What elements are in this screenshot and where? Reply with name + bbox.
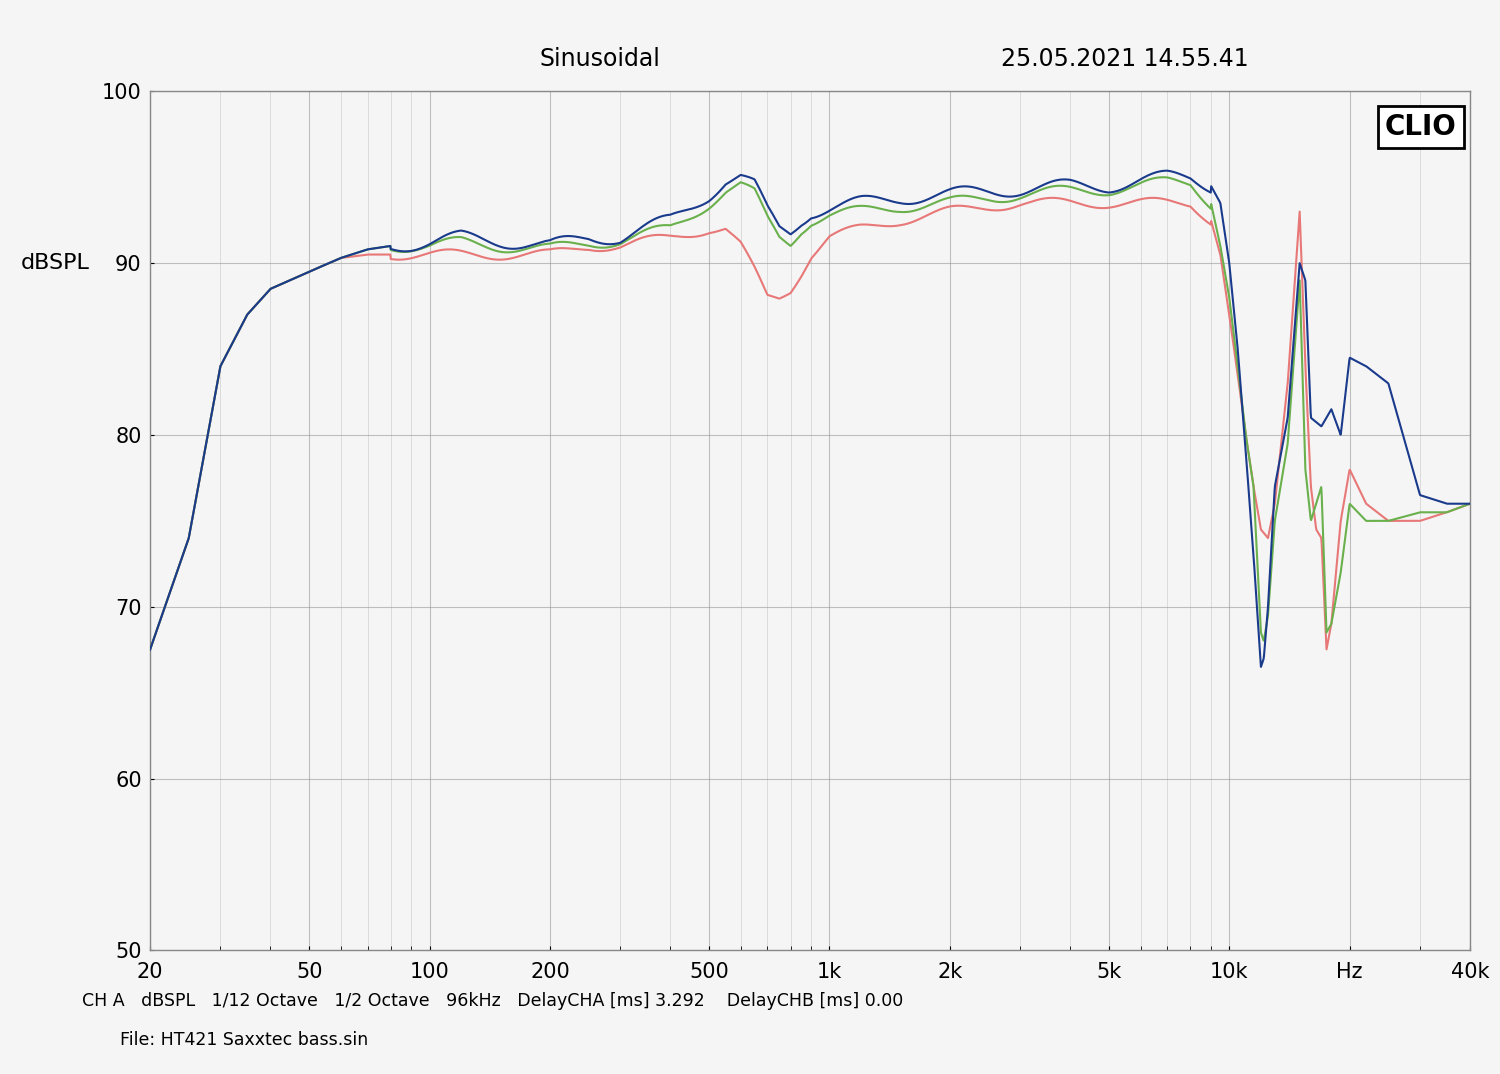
Text: CLIO: CLIO xyxy=(1384,113,1456,141)
Text: dBSPL: dBSPL xyxy=(21,253,90,273)
Text: File: HT421 Saxxtec bass.sin: File: HT421 Saxxtec bass.sin xyxy=(120,1031,369,1048)
Text: CH A   dBSPL   1/12 Octave   1/2 Octave   96kHz   DelayCHA [ms] 3.292    DelayCH: CH A dBSPL 1/12 Octave 1/2 Octave 96kHz … xyxy=(82,992,903,1010)
Text: 25.05.2021 14.55.41: 25.05.2021 14.55.41 xyxy=(1000,47,1250,71)
Text: Sinusoidal: Sinusoidal xyxy=(540,47,660,71)
